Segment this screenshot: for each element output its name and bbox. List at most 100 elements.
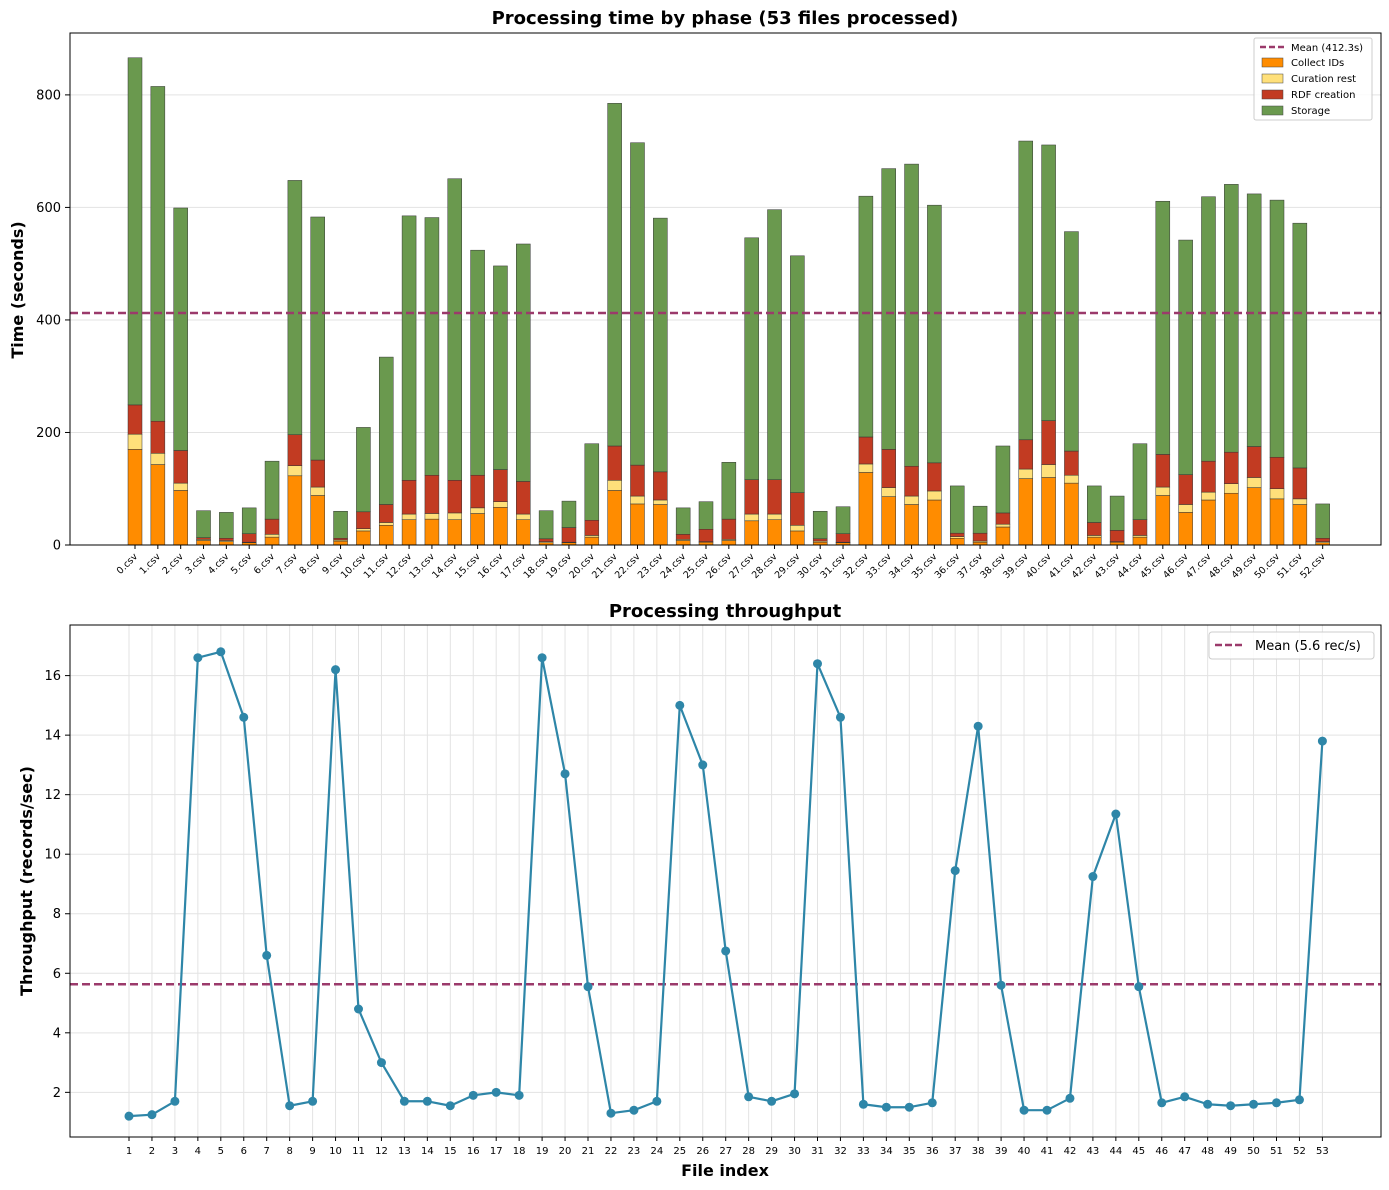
bar-storage-37-csv [972,505,988,534]
bar-collect-ids-21-csv [607,490,622,546]
bar-curation-rest-34-csv [904,495,919,505]
chart2-y-tick-label: 8 [53,907,61,922]
chart2-x-tick-label: 43 [1087,1146,1100,1157]
chart1-title: Processing time by phase (53 files proce… [492,8,959,29]
bar-rdf-creation-43-csv [1109,530,1125,542]
chart2-x-tick-label: 11 [352,1146,365,1157]
bar-curation-rest-33-csv [881,487,896,497]
bar-rdf-creation-19-csv [561,527,577,543]
chart2-x-ticks: 1 2 3 4 5 6 7 8 9 10 11 12 13 14 15 16 17 18 19 20 21 22 23 24 2… [126,1137,1329,1157]
chart2-x-tick-label: 48 [1201,1146,1214,1157]
bar-curation-rest-22-csv [630,495,645,505]
bar-collect-ids-20-csv [584,536,600,546]
chart2-x-tick-label: 18 [513,1146,526,1157]
bar-storage-36-csv [949,485,965,534]
chart2-x-tick-label: 34 [880,1146,893,1157]
chart1-y-axis-label: Time (seconds) [8,221,27,358]
bar-curation-rest-47-csv [1201,491,1216,501]
chart2-x-tick-label: 45 [1132,1146,1145,1157]
stacked-bar-chart: Processing time by phase (53 files proce… [8,8,1382,581]
bar-rdf-creation-8-csv [310,459,325,488]
chart2-x-tick-label: 14 [421,1146,434,1157]
legend-storage-swatch [1261,105,1284,116]
chart2-x-tick-label: 27 [719,1146,732,1157]
bar-rdf-creation-10-csv [356,511,371,529]
throughput-point-31 [813,659,822,669]
chart2-x-tick-label: 32 [834,1146,847,1157]
throughput-point-38 [973,721,983,731]
chart2-x-tick-label: 51 [1270,1146,1283,1157]
bar-curation-rest-21-csv [607,480,622,491]
chart1-y-tick-label: 200 [36,426,61,441]
bar-collect-ids-16-csv [493,507,508,546]
chart2-x-tick-label: 24 [650,1146,663,1157]
chart2-y-tick-label: 2 [53,1086,61,1101]
chart1-y-tick-label: 0 [53,539,61,554]
bar-rdf-creation-34-csv [904,465,919,497]
bar-storage-18-csv [538,510,554,540]
bar-curation-rest-49-csv [1246,477,1262,488]
legend-mean-label: Mean (412.3s) [1291,43,1363,54]
chart2-x-tick-label: 15 [444,1146,457,1157]
chart2-x-tick-label: 30 [788,1146,801,1157]
bar-rdf-creation-37-csv [972,532,988,542]
bar-curation-rest-40-csv [1041,464,1056,478]
chart2-x-tick-label: 2 [149,1146,155,1157]
chart2-x-tick-label: 9 [309,1146,315,1157]
bar-collect-ids-12-csv [401,519,417,546]
bar-collect-ids-51-csv [1292,504,1308,546]
chart2-x-tick-label: 19 [536,1146,549,1157]
chart1-y-tick-label: 400 [36,313,61,328]
bar-rdf-creation-38-csv [995,512,1011,525]
bar-rdf-creation-48-csv [1224,451,1239,484]
chart2-x-tick-label: 42 [1064,1146,1077,1157]
chart2-x-tick-label: 49 [1224,1146,1237,1157]
bar-storage-50-csv [1269,199,1285,458]
bar-curation-rest-39-csv [1018,468,1034,479]
bar-curation-rest-36-csv [949,536,965,539]
bar-rdf-creation-26-csv [721,518,737,540]
throughput-point-24 [652,1096,662,1106]
chart2-x-tick-label: 37 [949,1146,962,1157]
bar-curation-rest-44-csv [1132,535,1148,538]
bar-curation-rest-13-csv [424,513,440,520]
bar-collect-ids-40-csv [1041,477,1056,546]
bar-curation-rest-17-csv [516,513,531,520]
chart1-axes-frame [69,32,1382,546]
bar-collect-ids-41-csv [1064,482,1079,546]
chart1-y-tick-label: 800 [36,88,61,103]
bar-rdf-creation-52-csv [1315,538,1330,542]
bar-rdf-creation-36-csv [949,532,965,537]
bar-storage-1-csv [150,86,166,422]
bar-rdf-creation-13-csv [424,474,440,514]
throughput-point-1 [124,1111,134,1121]
bar-rdf-creation-20-csv [584,519,600,536]
throughput-point-53 [1317,736,1327,746]
bar-rdf-creation-11-csv [378,504,394,523]
throughput-point-8 [285,1101,295,1111]
bar-collect-ids-24-csv [675,540,691,546]
throughput-point-42 [1065,1093,1075,1103]
chart2-x-tick-label: 31 [811,1146,824,1157]
bar-storage-21-csv [607,103,622,447]
chart2-y-tick-label: 6 [53,967,61,982]
throughput-point-50 [1249,1099,1259,1109]
bar-curation-rest-35-csv [927,490,942,501]
bar-storage-35-csv [927,204,942,464]
bar-collect-ids-22-csv [630,503,645,546]
bar-storage-12-csv [401,215,417,481]
bar-storage-3-csv [196,510,211,538]
chart2-x-tick-label: 8 [286,1146,292,1157]
chart2-y-tick-label: 4 [53,1026,61,1041]
throughput-point-26 [698,760,708,770]
chart2-x-tick-label: 50 [1247,1146,1260,1157]
bar-collect-ids-15-csv [470,513,485,546]
bar-curation-rest-10-csv [356,528,371,532]
throughput-point-9 [308,1096,318,1106]
bar-collect-ids-33-csv [881,496,896,546]
bar-collect-ids-8-csv [310,495,325,546]
bar-storage-10-csv [356,427,371,513]
bar-rdf-creation-39-csv [1018,439,1034,470]
bar-storage-30-csv [812,510,828,540]
